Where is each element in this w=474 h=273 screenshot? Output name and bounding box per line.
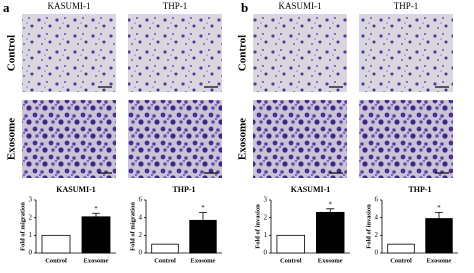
- x-tick-label: Exosome: [318, 257, 343, 264]
- y-axis-label: Fold of migration: [129, 202, 136, 251]
- x-tick-label: Control: [45, 257, 67, 264]
- y-tick-label: 3: [264, 196, 268, 204]
- significance-mark: *: [437, 204, 441, 212]
- y-tick-label: 0: [29, 249, 33, 257]
- micrograph: [359, 100, 453, 178]
- y-axis-label: Fold of invasion: [365, 204, 372, 249]
- error-bar: [326, 208, 335, 213]
- bar: [151, 243, 179, 254]
- column-label: KASUMI-1: [47, 1, 90, 11]
- y-tick-label: 0: [139, 249, 143, 257]
- micrograph: [359, 14, 453, 92]
- micrograph: [22, 100, 116, 178]
- panel-label: b: [241, 0, 248, 15]
- micrograph: [128, 14, 222, 92]
- bar: [425, 218, 453, 254]
- chart-title: KASUMI-1: [56, 185, 96, 194]
- y-tick-label: 6: [375, 196, 379, 204]
- column-label: THP-1: [394, 1, 419, 11]
- y-tick-label: 4: [375, 213, 379, 221]
- bar: [81, 216, 111, 254]
- error-bar: [435, 211, 443, 219]
- micrograph: [128, 100, 222, 178]
- x-tick-label: Exosome: [191, 257, 216, 264]
- bar: [189, 219, 217, 254]
- bar: [276, 234, 305, 254]
- y-tick-label: 4: [139, 213, 143, 221]
- significance-mark: *: [94, 205, 98, 213]
- column-label: THP-1: [163, 1, 188, 11]
- x-tick-label: Exosome: [427, 257, 452, 264]
- y-tick-label: 2: [139, 231, 143, 239]
- micrograph: [253, 14, 347, 92]
- x-tick-label: Control: [390, 257, 412, 264]
- chart-title: THP-1: [408, 185, 431, 194]
- column-label: KASUMI-1: [278, 1, 321, 11]
- micrograph-panels: a KASUMI-1 THP-1 Control Exosome b KASUMI-1 THP…: [3, 0, 453, 178]
- row-label: Exosome: [237, 118, 249, 160]
- bar: [316, 211, 345, 254]
- x-tick-label: Control: [154, 257, 176, 264]
- x-tick-label: Control: [280, 257, 302, 264]
- x-tick-label: Exosome: [84, 257, 109, 264]
- chart-title: KASUMI-1: [291, 185, 331, 194]
- micrograph: [22, 14, 116, 92]
- significance-mark: *: [201, 204, 205, 212]
- y-tick-label: 2: [264, 213, 268, 221]
- row-label: Control: [237, 35, 249, 71]
- y-axis-label: Fold of invasion: [254, 204, 261, 249]
- error-bar: [92, 212, 100, 217]
- y-tick-label: 2: [375, 231, 379, 239]
- error-bar: [199, 211, 207, 221]
- bar: [41, 234, 71, 254]
- row-label: Exosome: [6, 118, 18, 160]
- chart-title: THP-1: [172, 185, 195, 194]
- micrograph: [253, 100, 347, 178]
- y-tick-label: 0: [375, 249, 379, 257]
- panel-label: a: [3, 0, 10, 15]
- y-tick-label: 3: [29, 196, 33, 204]
- significance-mark: *: [329, 200, 333, 208]
- y-axis-label: Fold of migration: [19, 202, 26, 251]
- y-tick-label: 0: [264, 249, 268, 257]
- y-tick-label: 1: [264, 231, 268, 239]
- y-tick-label: 6: [139, 196, 143, 204]
- y-tick-label: 2: [29, 213, 33, 221]
- bar: [387, 243, 415, 254]
- row-label: Control: [6, 35, 18, 71]
- y-tick-label: 1: [29, 231, 33, 239]
